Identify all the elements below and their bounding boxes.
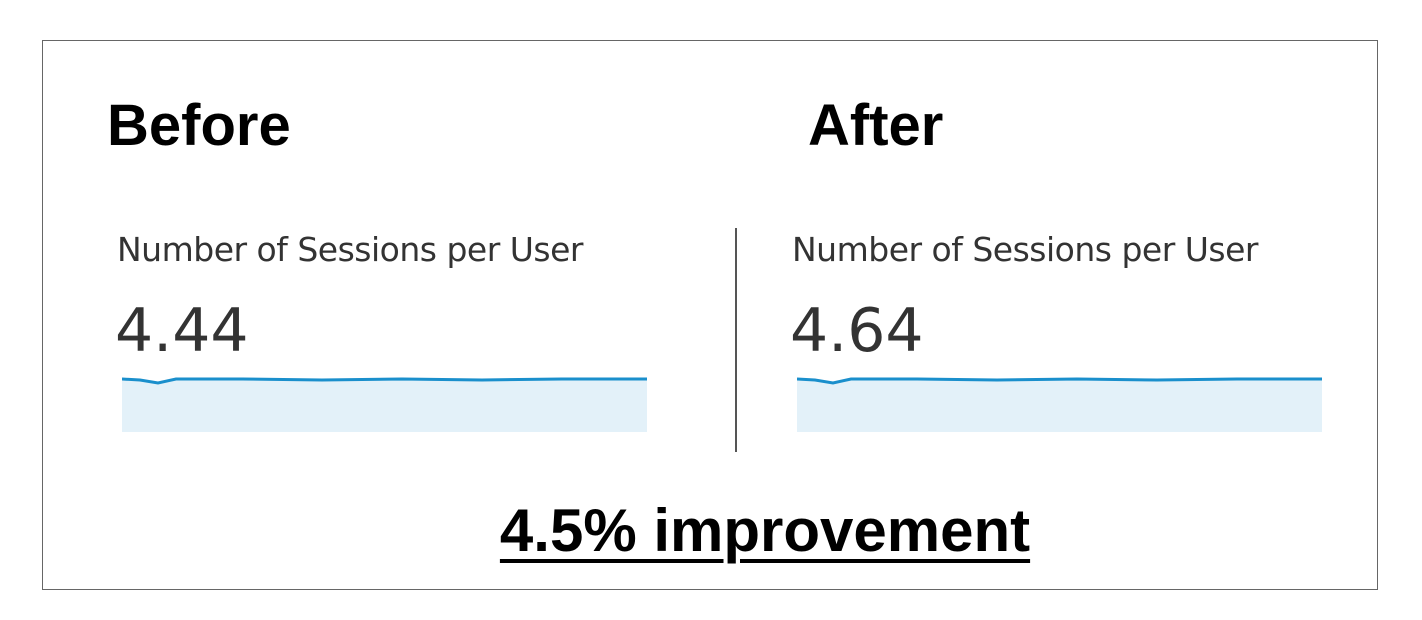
metric-value: 4.44: [115, 296, 249, 366]
sparkline: [122, 377, 647, 432]
improvement-note: 4.5% improvement: [499, 497, 1031, 564]
panel-heading: After: [808, 93, 944, 158]
panel-heading: Before: [107, 93, 291, 158]
metric-value: 4.64: [790, 296, 924, 366]
sparkline-area: [797, 379, 1322, 432]
metric-label: Number of Sessions per User: [117, 230, 583, 269]
metric-label: Number of Sessions per User: [792, 230, 1258, 269]
sparkline-area: [122, 379, 647, 432]
sparkline-line: [122, 377, 647, 385]
sparkline-line: [797, 377, 1322, 385]
sparkline: [797, 377, 1322, 432]
divider: [735, 228, 737, 452]
frame: [42, 40, 1378, 590]
